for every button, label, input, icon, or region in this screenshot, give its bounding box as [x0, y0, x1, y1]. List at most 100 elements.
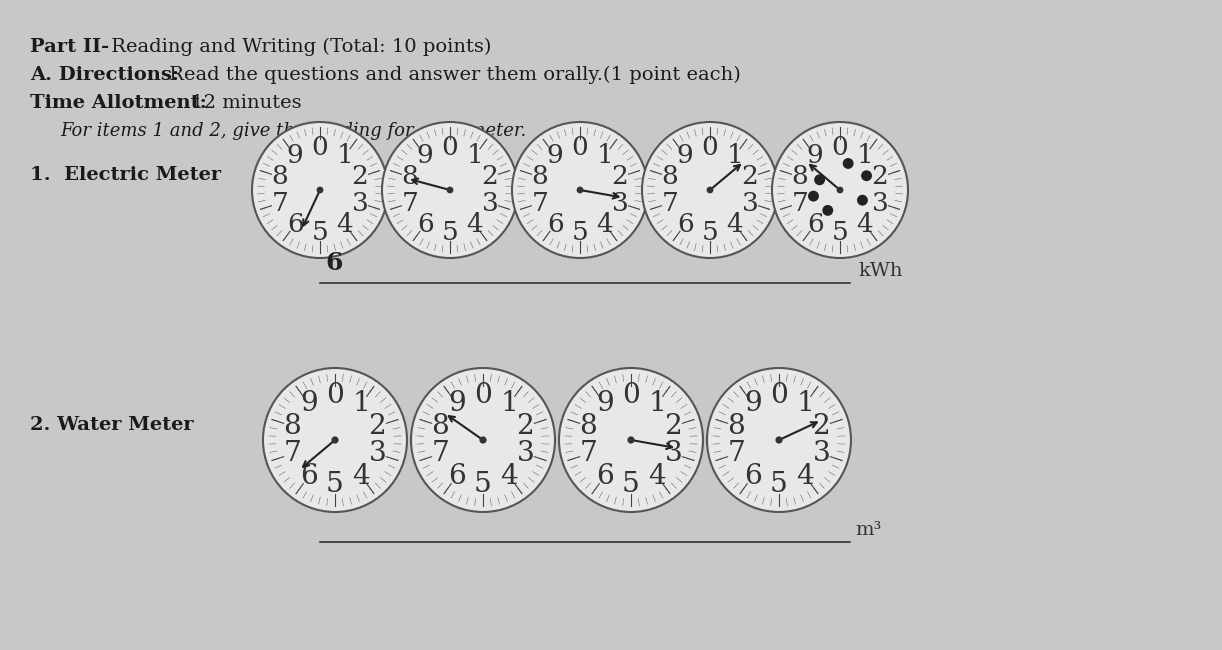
Text: 8: 8 — [532, 164, 549, 189]
Text: 1: 1 — [352, 391, 370, 417]
Text: 9: 9 — [677, 144, 694, 168]
Circle shape — [627, 436, 634, 443]
Text: 5: 5 — [622, 471, 640, 498]
Text: 2: 2 — [481, 164, 499, 189]
Text: 3: 3 — [665, 440, 682, 467]
Text: 9: 9 — [448, 391, 466, 417]
Text: Time Allotment:: Time Allotment: — [31, 94, 207, 112]
Circle shape — [263, 368, 407, 512]
Text: 1: 1 — [467, 144, 483, 168]
Text: 8: 8 — [402, 164, 418, 189]
Text: 9: 9 — [287, 144, 303, 168]
Text: 5: 5 — [701, 220, 719, 244]
Circle shape — [822, 205, 833, 216]
Text: 4: 4 — [596, 212, 613, 237]
Text: 4: 4 — [857, 212, 874, 237]
Text: 5: 5 — [474, 471, 492, 498]
Text: 5: 5 — [832, 220, 848, 244]
Text: 1: 1 — [797, 391, 814, 417]
Text: 0: 0 — [701, 135, 719, 161]
Text: 12 minutes: 12 minutes — [185, 94, 302, 112]
Circle shape — [512, 122, 648, 258]
Circle shape — [558, 368, 703, 512]
Text: 0: 0 — [326, 382, 343, 409]
Circle shape — [331, 436, 338, 443]
Circle shape — [776, 436, 782, 443]
Text: 6: 6 — [299, 463, 318, 489]
Text: 8: 8 — [792, 164, 808, 189]
Text: 2: 2 — [665, 413, 682, 439]
Text: 3: 3 — [517, 440, 534, 467]
Text: 8: 8 — [271, 164, 288, 189]
Text: m³: m³ — [855, 521, 881, 539]
Text: 6: 6 — [325, 251, 342, 275]
Text: 2. Water Meter: 2. Water Meter — [31, 416, 193, 434]
Circle shape — [857, 195, 868, 205]
Text: 7: 7 — [271, 190, 288, 216]
Text: 6: 6 — [417, 212, 434, 237]
Text: 9: 9 — [596, 391, 613, 417]
Text: 4: 4 — [467, 212, 483, 237]
Text: 2: 2 — [813, 413, 830, 439]
Text: 0: 0 — [441, 135, 458, 161]
Circle shape — [316, 187, 324, 194]
Text: 4: 4 — [500, 463, 518, 489]
Text: 0: 0 — [572, 135, 588, 161]
Circle shape — [814, 174, 825, 185]
Text: 9: 9 — [417, 144, 434, 168]
Text: 4: 4 — [336, 212, 353, 237]
Text: 7: 7 — [532, 190, 549, 216]
Text: 7: 7 — [579, 440, 598, 467]
Circle shape — [808, 190, 819, 202]
Text: 5: 5 — [326, 471, 343, 498]
Text: 8: 8 — [579, 413, 598, 439]
Text: 9: 9 — [299, 391, 318, 417]
Text: 5: 5 — [572, 220, 588, 244]
Text: 3: 3 — [352, 190, 369, 216]
Text: 3: 3 — [742, 190, 759, 216]
Text: 6: 6 — [546, 212, 563, 237]
Circle shape — [479, 436, 486, 443]
Text: 2: 2 — [369, 413, 386, 439]
Circle shape — [837, 187, 843, 194]
Circle shape — [382, 122, 518, 258]
Text: 4: 4 — [649, 463, 666, 489]
Text: 1: 1 — [336, 144, 353, 168]
Text: 7: 7 — [284, 440, 302, 467]
Text: 7: 7 — [661, 190, 678, 216]
Text: 9: 9 — [744, 391, 761, 417]
Circle shape — [411, 368, 555, 512]
Text: 4: 4 — [797, 463, 814, 489]
Text: For items 1 and 2, give the reading for each meter.: For items 1 and 2, give the reading for … — [60, 122, 527, 140]
Circle shape — [642, 122, 778, 258]
Text: 7: 7 — [431, 440, 450, 467]
Circle shape — [252, 122, 389, 258]
Text: 4: 4 — [352, 463, 370, 489]
Text: 1: 1 — [857, 144, 874, 168]
Text: 8: 8 — [431, 413, 450, 439]
Text: 7: 7 — [727, 440, 745, 467]
Text: 8: 8 — [284, 413, 302, 439]
Text: 0: 0 — [312, 135, 329, 161]
Text: 6: 6 — [287, 212, 303, 237]
Text: 6: 6 — [744, 463, 761, 489]
Text: 9: 9 — [546, 144, 563, 168]
Text: 1: 1 — [596, 144, 613, 168]
Text: 7: 7 — [402, 190, 418, 216]
Text: Part II-: Part II- — [31, 38, 109, 56]
Circle shape — [708, 368, 851, 512]
Text: 6: 6 — [447, 463, 466, 489]
Text: 3: 3 — [369, 440, 386, 467]
Text: Read the questions and answer them orally.(1 point each): Read the questions and answer them orall… — [163, 66, 741, 84]
Text: 5: 5 — [770, 471, 788, 498]
Text: 3: 3 — [481, 190, 499, 216]
Text: 1: 1 — [500, 391, 518, 417]
Text: 0: 0 — [770, 382, 788, 409]
Text: 1: 1 — [649, 391, 666, 417]
Circle shape — [843, 158, 854, 169]
Circle shape — [862, 170, 873, 181]
Circle shape — [706, 187, 714, 194]
Circle shape — [577, 187, 583, 194]
Text: 2: 2 — [742, 164, 759, 189]
Text: 3: 3 — [871, 190, 888, 216]
